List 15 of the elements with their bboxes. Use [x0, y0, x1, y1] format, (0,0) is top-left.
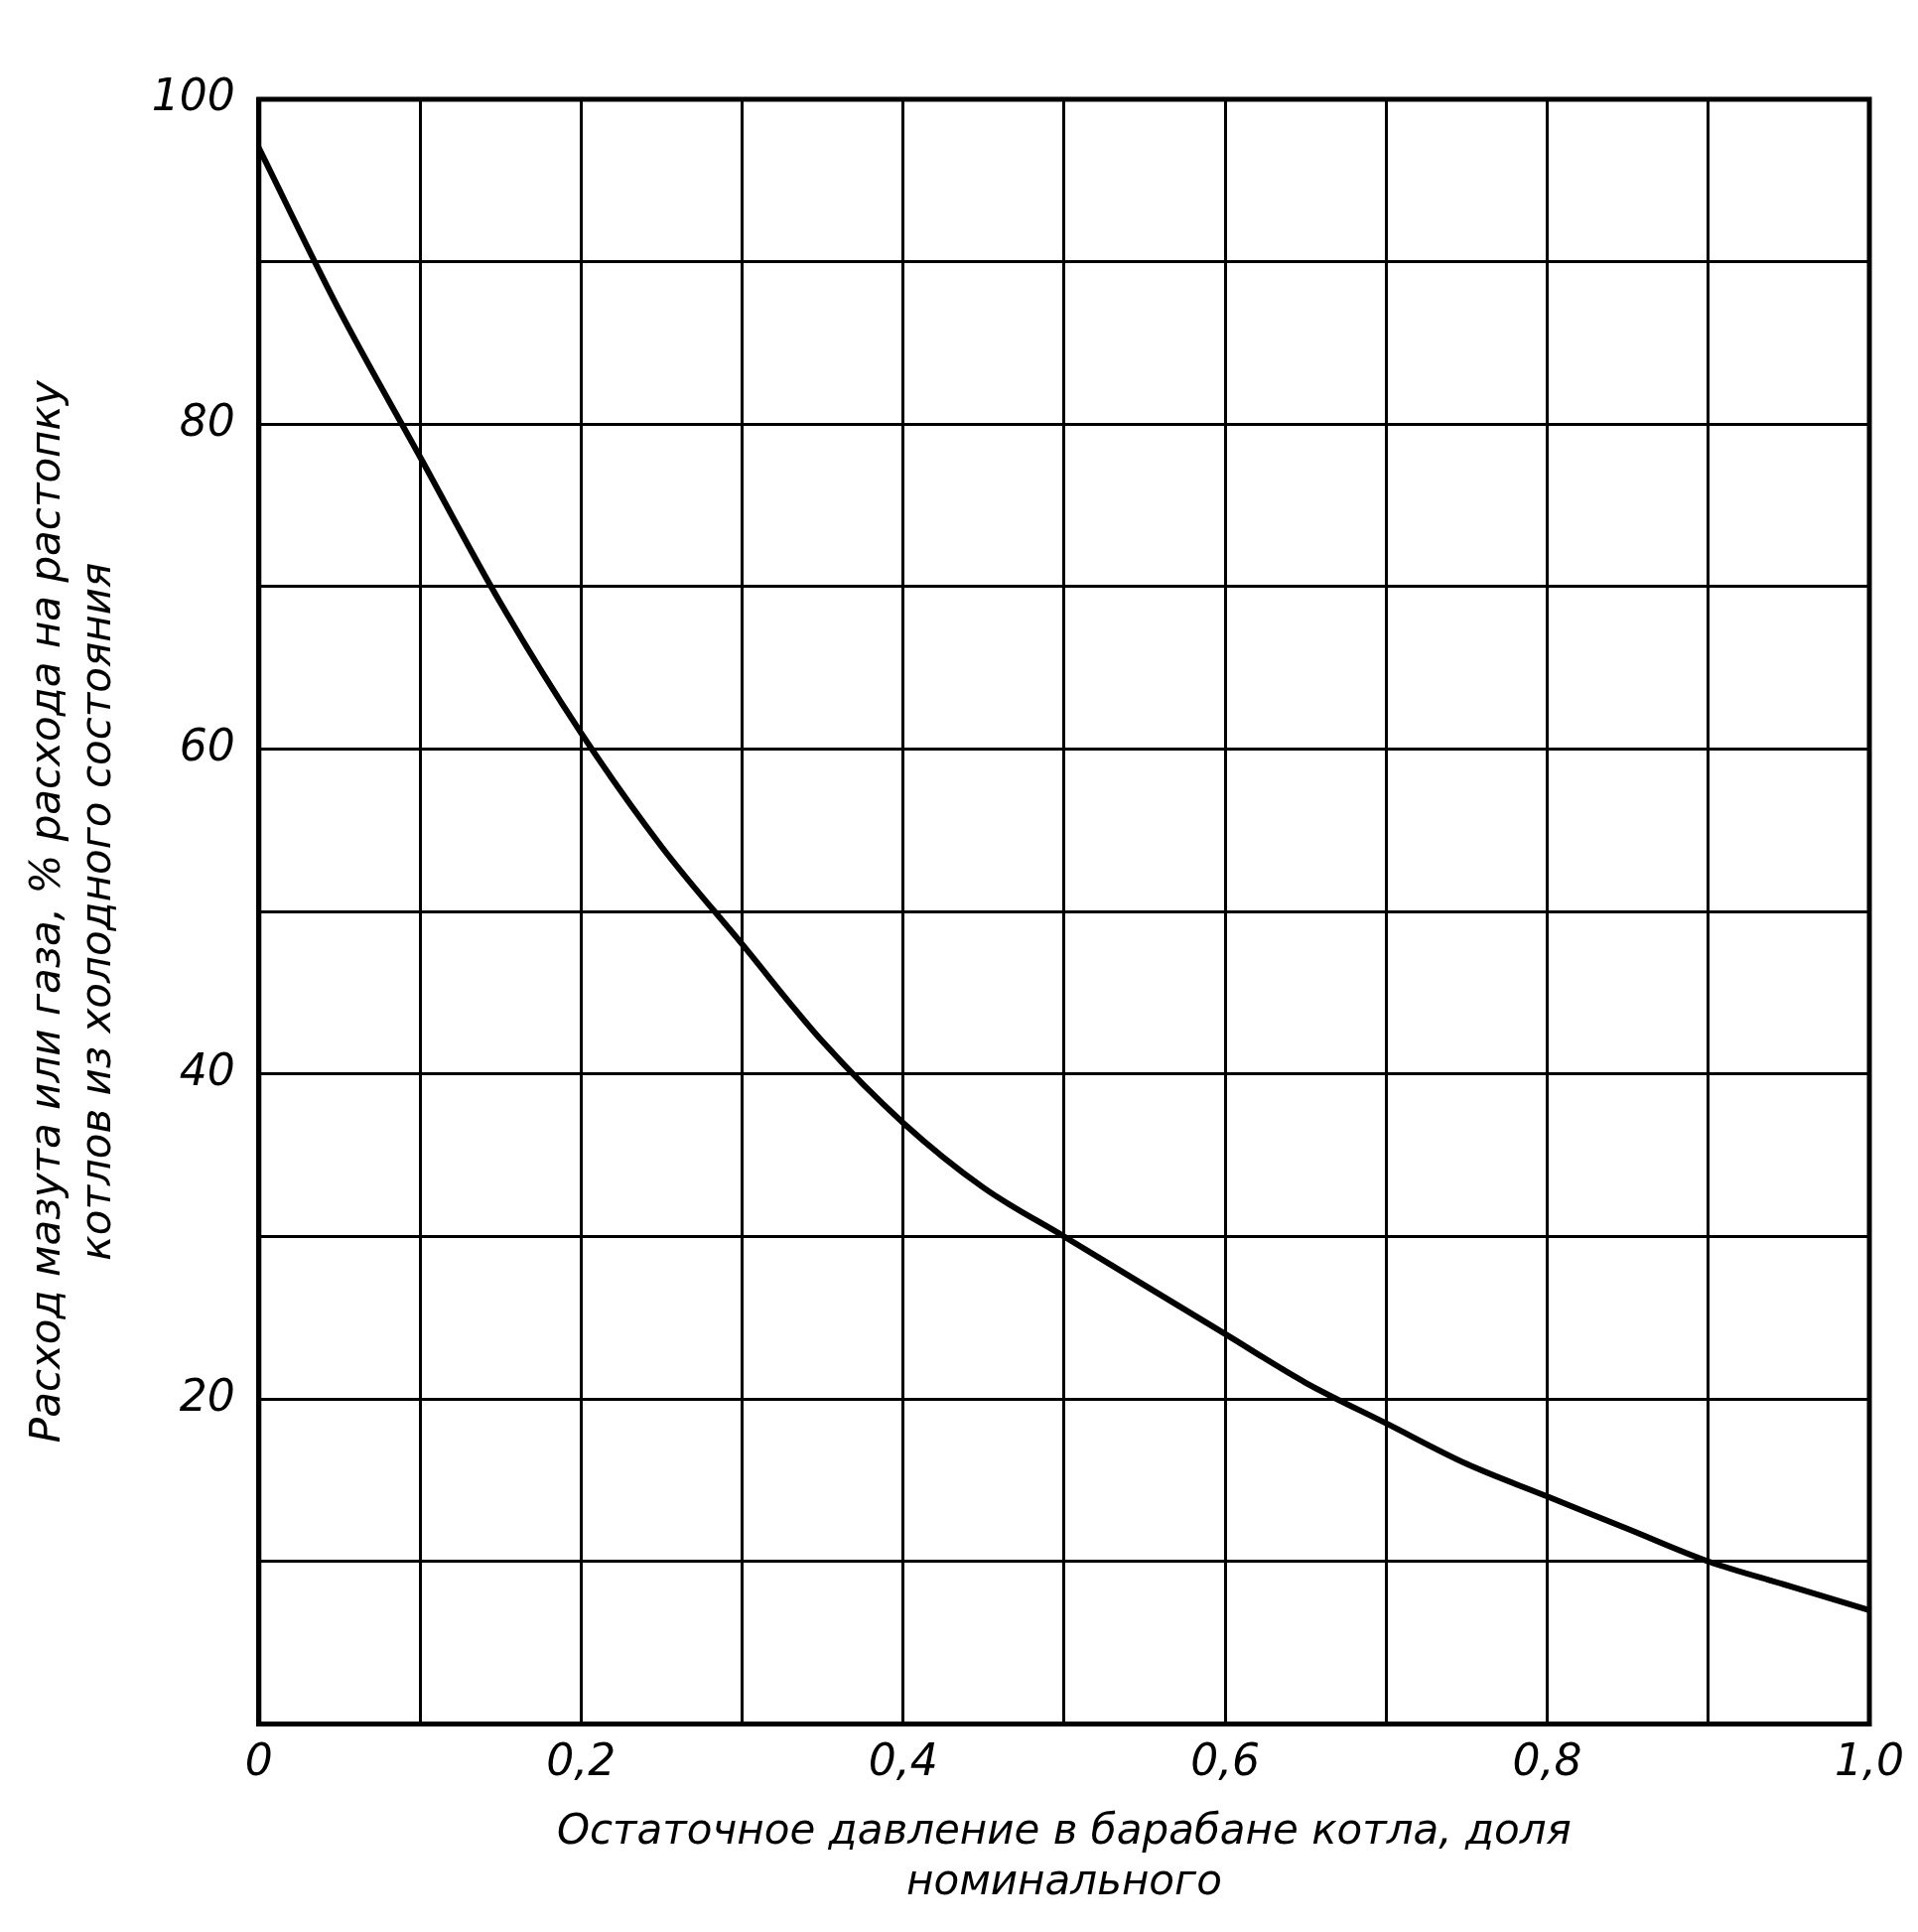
text: Остаточное давление в барабане котла, доля	[556, 1805, 1572, 1855]
text: котлов из холодного состояния	[70, 562, 120, 1261]
y-tick-label: 100	[151, 69, 235, 121]
x-tick-label: 0,8	[1512, 1734, 1582, 1786]
x-tick-label: 0,4	[868, 1734, 938, 1786]
y-tick-label: 20	[179, 1369, 235, 1421]
x-tick-label: 0,6	[1190, 1734, 1261, 1786]
text: Расход мазута или газа, % расхода на растопку	[21, 380, 70, 1444]
y-tick-label: 60	[179, 720, 235, 770]
y-tick-label: 40	[179, 1044, 235, 1096]
x-tick-label: 0	[244, 1734, 273, 1786]
x-tick-label: 1,0	[1835, 1734, 1904, 1786]
x-tick-label: 0,2	[546, 1734, 616, 1786]
y-tick-label: 80	[179, 394, 235, 446]
text: номинального	[905, 1855, 1222, 1904]
